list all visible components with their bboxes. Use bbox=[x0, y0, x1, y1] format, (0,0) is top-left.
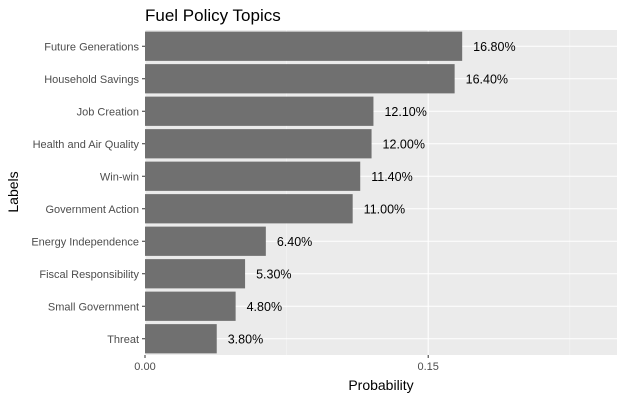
data-label: 16.80% bbox=[473, 40, 515, 54]
y-tick-label: Job Creation bbox=[77, 106, 139, 118]
bar bbox=[145, 291, 236, 321]
bar bbox=[145, 194, 353, 224]
y-tick-label: Government Action bbox=[45, 204, 139, 216]
y-tick-label: Energy Independence bbox=[31, 236, 139, 248]
bar bbox=[145, 324, 217, 354]
y-tick-label: Health and Air Quality bbox=[33, 139, 140, 151]
data-label: 6.40% bbox=[277, 235, 312, 249]
chart-title: Fuel Policy Topics bbox=[145, 6, 281, 25]
data-label: 12.10% bbox=[384, 105, 426, 119]
bar bbox=[145, 64, 455, 94]
bar bbox=[145, 129, 372, 159]
bar bbox=[145, 31, 463, 61]
bars bbox=[145, 31, 463, 354]
data-label: 11.40% bbox=[371, 170, 412, 184]
data-label: 16.40% bbox=[466, 72, 508, 86]
x-axis-tick-labels: 0.00 0.15 bbox=[134, 355, 439, 373]
y-tick-label: Future Generations bbox=[44, 41, 139, 53]
y-axis-tick-labels: Future Generations Household Savings Job C… bbox=[31, 41, 145, 346]
data-label: 5.30% bbox=[256, 267, 291, 281]
y-tick-label: Win-win bbox=[100, 171, 139, 183]
data-label: 3.80% bbox=[228, 332, 263, 346]
y-tick-label: Threat bbox=[107, 334, 139, 346]
bar bbox=[145, 226, 266, 256]
bar bbox=[145, 96, 374, 126]
y-tick-label: Small Government bbox=[48, 301, 139, 313]
x-tick-label: 0.15 bbox=[417, 361, 438, 373]
data-label: 12.00% bbox=[383, 137, 425, 151]
y-axis-title: Labels bbox=[5, 171, 21, 212]
y-tick-label: Household Savings bbox=[44, 74, 139, 86]
data-label: 11.00% bbox=[364, 202, 405, 216]
bar bbox=[145, 161, 361, 191]
data-labels: 16.80% 16.40% 12.10% 12.00% 11.40% 11.00% 6.40… bbox=[228, 40, 516, 347]
bar bbox=[145, 259, 246, 289]
x-tick-label: 0.00 bbox=[134, 361, 155, 373]
x-axis-title: Probability bbox=[348, 377, 413, 393]
y-tick-label: Fiscal Responsibility bbox=[39, 269, 139, 281]
data-label: 4.80% bbox=[247, 300, 282, 314]
